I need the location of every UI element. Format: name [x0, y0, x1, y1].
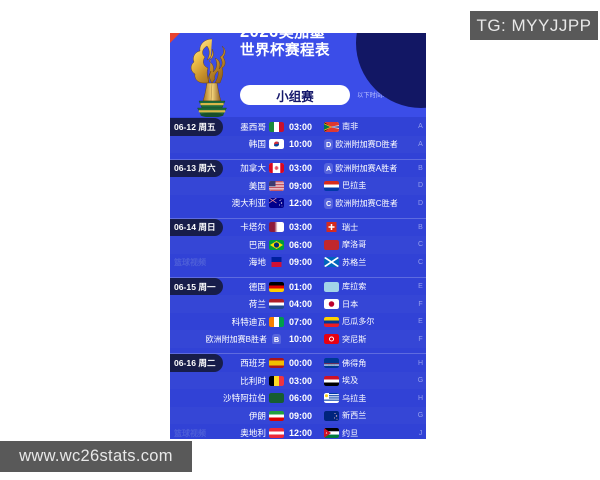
svg-text:❋: ❋: [274, 165, 279, 172]
